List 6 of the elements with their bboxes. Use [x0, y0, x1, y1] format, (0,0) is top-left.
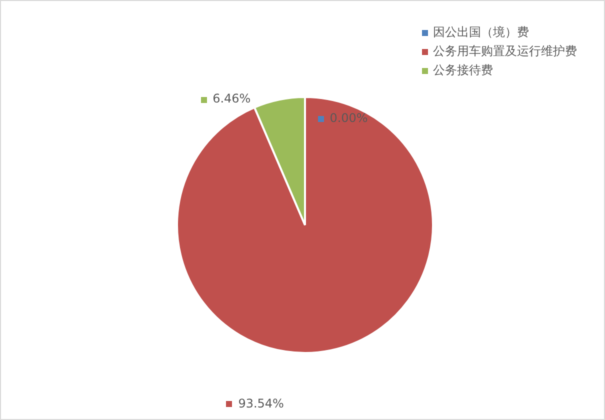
- legend-label: 因公出国（境）费: [433, 25, 529, 40]
- text: 0.00%: [330, 110, 368, 125]
- legend-label: 公务接待费: [433, 63, 493, 78]
- data-label: 93.54%: [238, 396, 284, 410]
- legend-label: 公务用车购置及运行维护费: [433, 44, 577, 58]
- data-label: 6.46%: [212, 92, 251, 106]
